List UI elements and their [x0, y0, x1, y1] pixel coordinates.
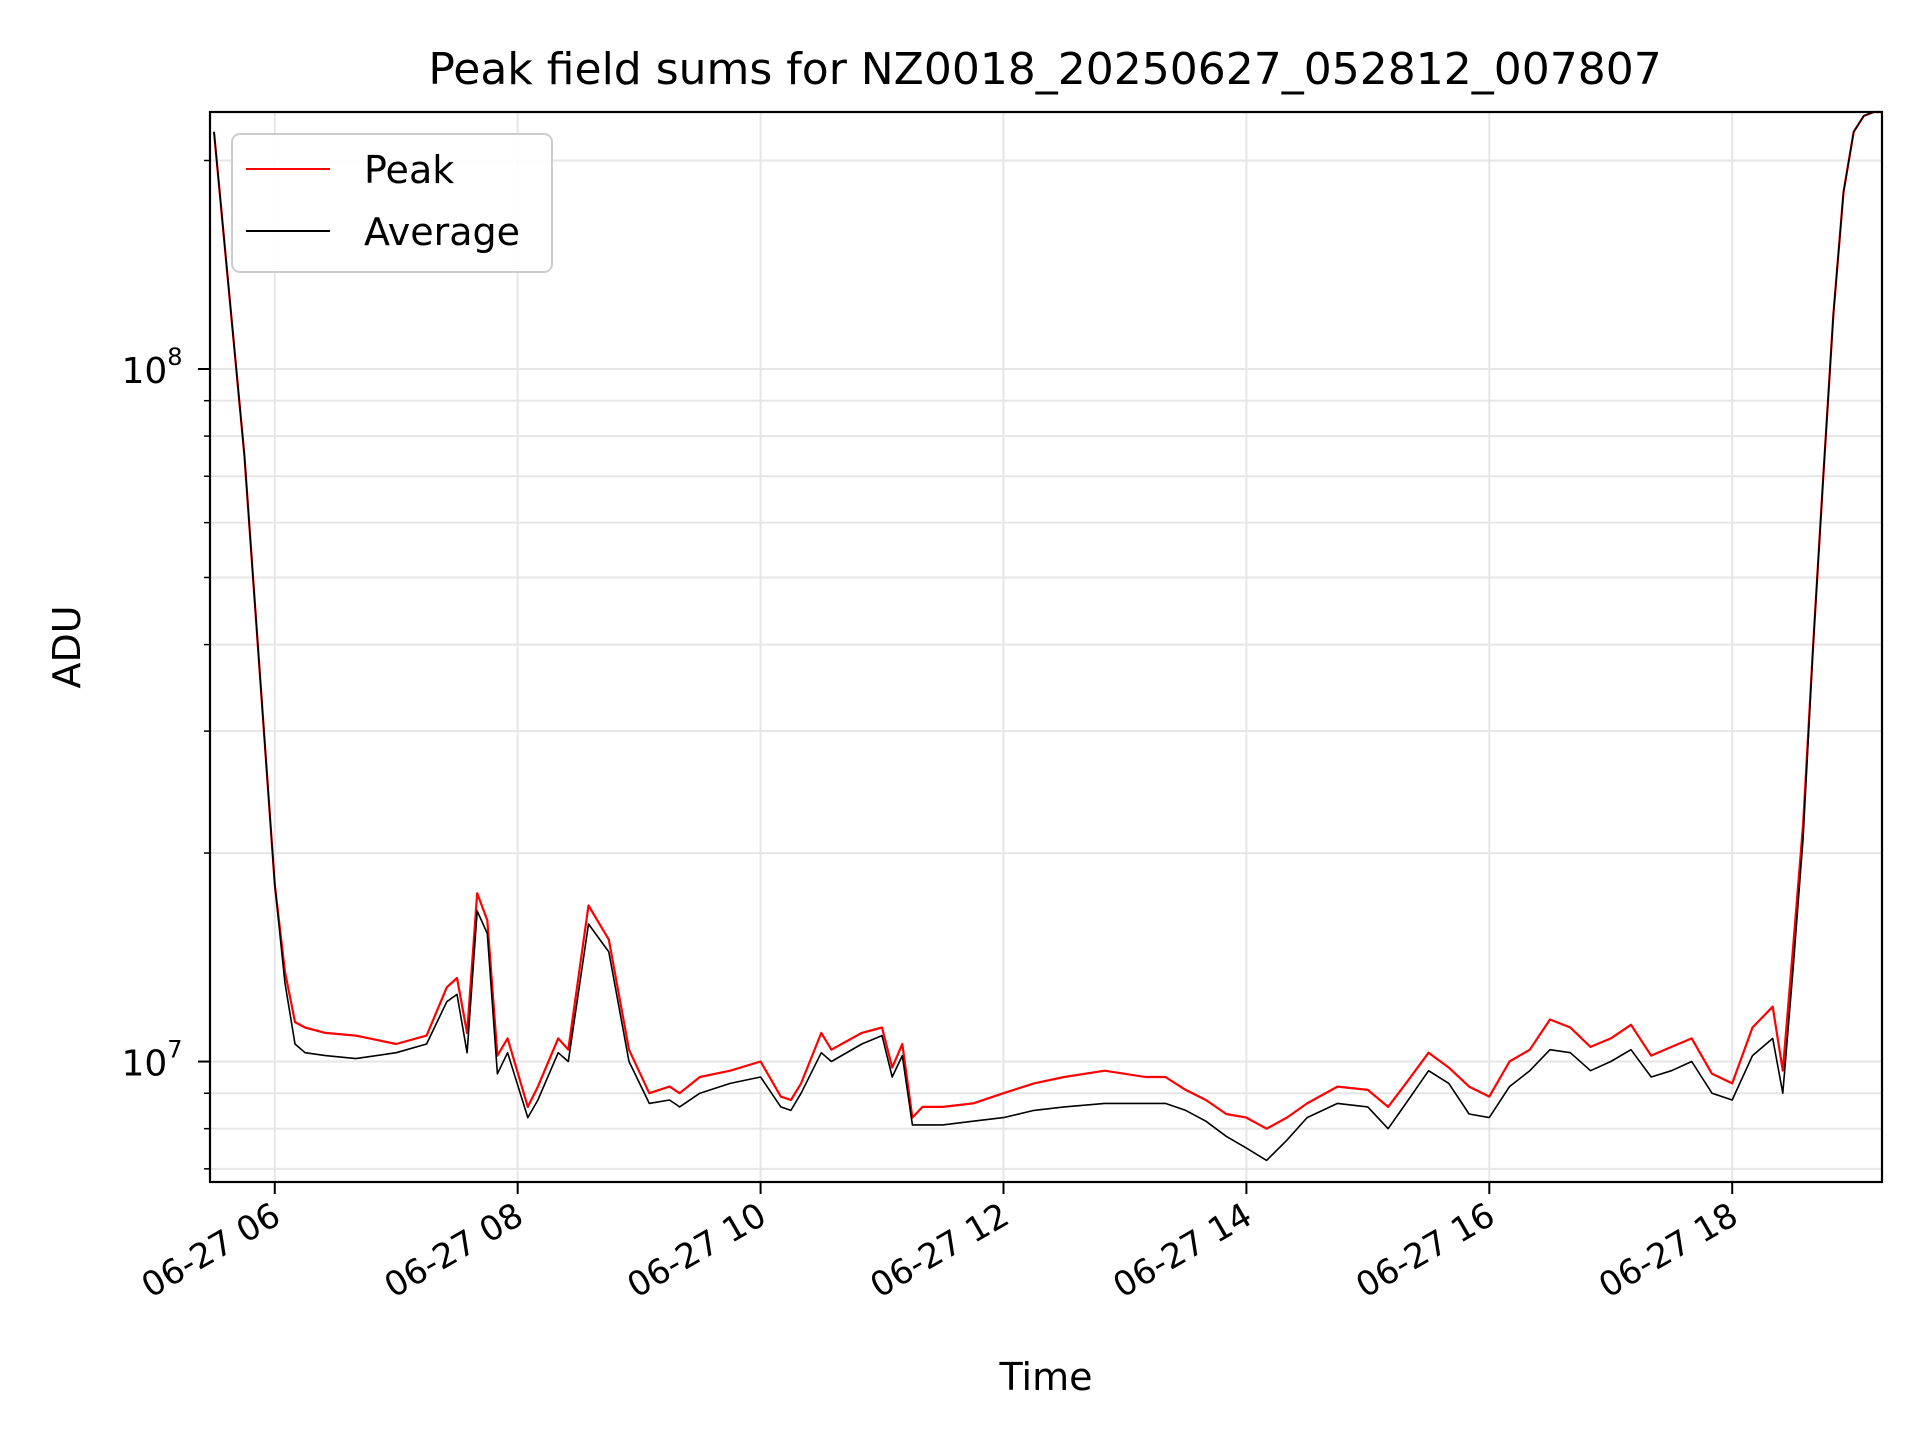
y-tick-label: 107 — [121, 1036, 182, 1085]
y-axis-label: ADU — [45, 605, 89, 688]
chart-title: Peak field sums for NZ0018_20250627_0528… — [428, 44, 1661, 95]
series-average-line — [213, 111, 1882, 1162]
legend-label-average: Average — [364, 210, 520, 254]
x-axis-label: Time — [999, 1355, 1093, 1399]
series-peak-line — [212, 110, 1882, 1130]
y-tick-label: 108 — [121, 343, 182, 392]
series-layer — [212, 110, 1882, 1162]
legend-label-peak: Peak — [364, 148, 454, 192]
legend: Peak Average — [231, 133, 553, 273]
grid — [210, 112, 1882, 1182]
plot-area-frame — [208, 110, 1884, 1184]
